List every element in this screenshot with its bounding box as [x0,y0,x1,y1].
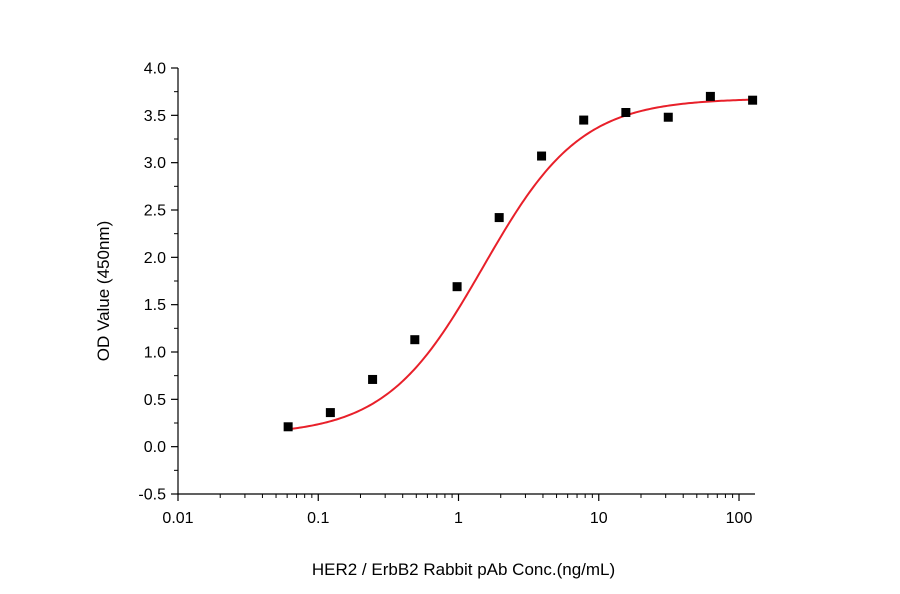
y-tick-label: 3.0 [144,155,166,172]
data-point [537,151,547,161]
data-point [621,107,631,117]
y-ticks: -0.5 0.0 0.5 1.0 1.5 2.0 2.5 3.0 3.5 4.0 [138,61,178,504]
data-points [283,91,758,432]
data-point [705,91,715,101]
data-point [494,213,504,223]
y-axis-title: OD Value (450nm) [94,221,113,361]
x-tick-label: 0.01 [162,510,193,527]
y-tick-label: 2.5 [144,203,166,220]
y-tick-label: -0.5 [138,487,166,504]
y-tick-label: 3.5 [144,108,166,125]
y-tick-label: 1.5 [144,297,166,314]
y-tick-label: 0.5 [144,392,166,409]
data-point [283,422,293,432]
data-point [579,115,589,125]
data-point [410,335,420,345]
data-point [663,112,673,122]
data-point [368,374,378,384]
y-tick-label: 0.0 [144,439,166,456]
x-axis-title: HER2 / ErbB2 Rabbit pAb Conc.(ng/mL) [312,560,615,579]
axes [177,68,755,495]
y-tick-label: 1.0 [144,345,166,362]
x-tick-label: 10 [590,510,608,527]
y-tick-label: 2.0 [144,250,166,267]
x-tick-label: 0.1 [307,510,329,527]
fit-curve [288,98,753,431]
data-point [748,95,758,105]
y-tick-label: 4.0 [144,61,166,78]
x-ticks: 0.01 0.1 1 10 100 [162,494,752,527]
x-tick-label: 1 [454,510,463,527]
data-point [325,408,335,418]
data-point [452,282,462,292]
x-tick-label: 100 [726,510,753,527]
